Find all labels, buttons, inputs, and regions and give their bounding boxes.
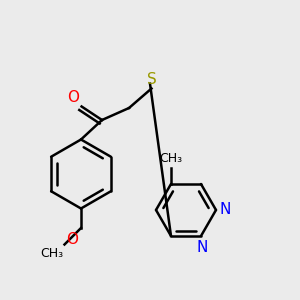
Text: O: O	[66, 232, 78, 247]
Text: CH₃: CH₃	[40, 247, 63, 260]
Text: O: O	[67, 90, 79, 105]
Text: CH₃: CH₃	[159, 152, 183, 165]
Text: N: N	[197, 240, 208, 255]
Text: S: S	[147, 72, 156, 87]
Text: N: N	[220, 202, 231, 217]
